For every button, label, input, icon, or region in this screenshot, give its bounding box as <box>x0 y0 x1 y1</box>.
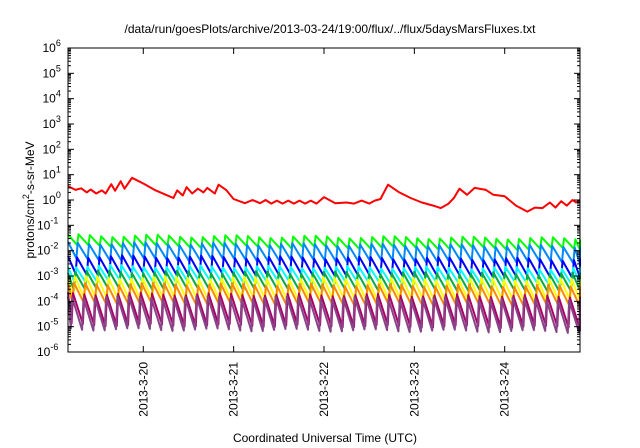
y-tick-exp: 0 <box>56 190 61 200</box>
y-tick-label: 10-5 <box>37 317 58 334</box>
y-axis-title: protons/cm2-s-sr-MeV <box>21 141 37 258</box>
y-tick-exp: 3 <box>56 114 61 124</box>
y-tick-exp: -5 <box>50 317 58 327</box>
x-axis: 2013-3-20 2013-3-21 2013-3-22 2013-3-23 2013… <box>136 48 512 417</box>
y-tick-base: 10 <box>37 345 51 359</box>
y-tick-exp: -1 <box>50 215 58 225</box>
x-tick-label: 2013-3-23 <box>407 362 421 417</box>
y-tick-label: 105 <box>43 63 61 80</box>
y-axis-title-base: protons/cm <box>23 199 37 258</box>
y-tick-base: 10 <box>43 168 57 182</box>
x-axis-title: Coordinated Universal Time (UTC) <box>233 431 417 445</box>
y-tick-base: 10 <box>43 117 57 131</box>
y-tick-base: 10 <box>37 320 51 334</box>
y-tick-label: 101 <box>43 165 61 182</box>
y-tick-base: 10 <box>37 269 51 283</box>
y-tick-label: 106 <box>43 38 61 55</box>
y-tick-base: 10 <box>37 244 51 258</box>
y-tick-base: 10 <box>37 294 51 308</box>
x-tick-label: 2013-3-22 <box>317 362 331 417</box>
chart-title: /data/run/goesPlots/archive/2013-03-24/1… <box>125 22 537 36</box>
y-tick-exp: 2 <box>56 139 61 149</box>
y-tick-base: 10 <box>43 92 57 106</box>
y-tick-exp: -6 <box>50 342 58 352</box>
y-tick-label: 10-1 <box>37 215 58 232</box>
y-tick-label: 103 <box>43 114 61 131</box>
y-tick-base: 10 <box>43 193 57 207</box>
series-line-1 <box>67 176 581 213</box>
series-line-10 <box>67 294 581 334</box>
y-tick-label: 10-4 <box>37 291 58 308</box>
y-tick-label: 10-3 <box>37 266 58 283</box>
y-axis-title-rest: -s-sr-MeV <box>23 141 37 194</box>
y-tick-exp: 6 <box>56 38 61 48</box>
y-tick-exp: -3 <box>50 266 58 276</box>
y-tick-label: 10-6 <box>37 342 58 359</box>
y-tick-base: 10 <box>43 66 57 80</box>
y-tick-exp: -4 <box>50 291 58 301</box>
y-tick-exp: 1 <box>56 165 61 175</box>
series-line-2 <box>67 233 581 252</box>
y-tick-label: 102 <box>43 139 61 156</box>
y-axis: 10-610-510-410-310-210-11001011021031041… <box>37 38 580 359</box>
series-line-3 <box>67 241 581 265</box>
y-tick-exp: -2 <box>50 241 58 251</box>
x-tick-label: 2013-3-20 <box>136 362 150 417</box>
y-tick-label: 104 <box>43 89 61 106</box>
y-tick-label: 10-2 <box>37 241 58 258</box>
x-tick-label: 2013-3-21 <box>227 362 241 417</box>
y-tick-exp: 5 <box>56 63 61 73</box>
x-tick-label: 2013-3-24 <box>498 362 512 417</box>
y-tick-label: 100 <box>43 190 61 207</box>
y-tick-base: 10 <box>43 41 57 55</box>
y-axis-title-sup: 2 <box>21 194 31 199</box>
y-tick-exp: 4 <box>56 89 61 99</box>
y-tick-base: 10 <box>37 218 51 232</box>
series-layer <box>67 176 581 334</box>
y-tick-base: 10 <box>43 142 57 156</box>
